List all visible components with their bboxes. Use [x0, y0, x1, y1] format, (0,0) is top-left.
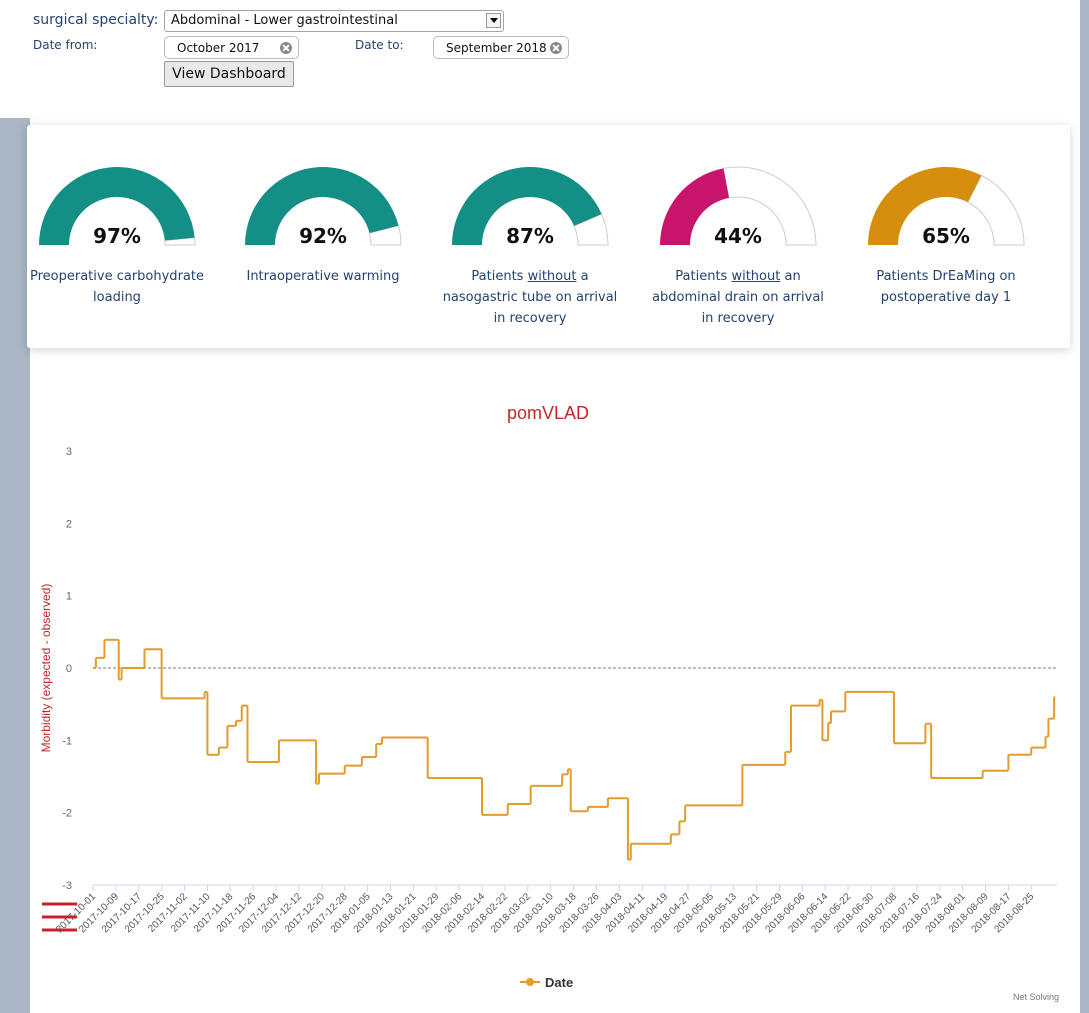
- view-dashboard-button[interactable]: View Dashboard: [164, 61, 294, 87]
- gauge-label-part: Preoperative carbohydrate loading: [30, 269, 204, 305]
- specialty-value: Abdominal - Lower gastrointestinal: [171, 13, 398, 28]
- gauge-track: [722, 166, 817, 246]
- dropdown-arrow: [486, 13, 501, 28]
- gauge-label: Preoperative carbohydrate loading: [27, 266, 207, 308]
- specialty-label: surgical specialty:: [33, 12, 159, 28]
- gauge-label-part: without: [527, 269, 577, 284]
- gauge-arc: [868, 166, 982, 245]
- form-area: [0, 0, 1080, 118]
- gauge-label-part: Intraoperative warming: [246, 269, 400, 284]
- date-to-input[interactable]: September 2018: [433, 36, 569, 59]
- clear-icon[interactable]: [280, 42, 292, 54]
- gauge-arc: [660, 168, 730, 245]
- gauges: 97% 92% 87% 44% 65%: [39, 166, 1025, 248]
- gauge-label-part: without: [731, 269, 781, 284]
- gauge-arc: [452, 167, 602, 245]
- gauge-arc: [244, 166, 399, 245]
- gauge-track: [967, 174, 1025, 246]
- gauge-value: 44%: [714, 224, 762, 248]
- gauge-label-part: Patients: [471, 269, 528, 284]
- clear-icon[interactable]: [550, 42, 562, 54]
- gauge-value: 87%: [506, 224, 554, 248]
- gauge-label-part: a nasogastric tube on arrival in recover…: [442, 269, 618, 326]
- gauge-track: [573, 213, 609, 246]
- gauge-value: 97%: [93, 224, 141, 248]
- gauge-track: [368, 224, 402, 246]
- gauge-value: 92%: [299, 224, 347, 248]
- gauge-label-part: Patients: [675, 269, 732, 284]
- gauge-label: Patients without an abdominal drain on a…: [648, 266, 828, 329]
- gauge-label: Intraoperative warming: [233, 266, 413, 287]
- gauge-track: [164, 237, 196, 246]
- date-to-value: September 2018: [446, 40, 547, 55]
- specialty-select[interactable]: Abdominal - Lower gastrointestinal: [164, 10, 504, 32]
- date-from-label: Date from:: [33, 38, 98, 52]
- gauge-label: Patients DrEaMing on postoperative day 1: [856, 266, 1036, 308]
- gauge-value: 65%: [922, 224, 970, 248]
- gauge-label-part: Patients DrEaMing on postoperative day 1: [876, 269, 1016, 305]
- date-from-value: October 2017: [177, 40, 260, 55]
- date-from-input[interactable]: October 2017: [164, 36, 299, 59]
- gauge-label-part: an abdominal drain on arrival in recover…: [652, 269, 824, 326]
- date-to-label: Date to:: [355, 38, 404, 52]
- gauge-arc: [39, 166, 195, 245]
- gauge-card: 97% 92% 87% 44% 65% Preoperative carbohydrate…: [27, 125, 1070, 348]
- gauge-label: Patients without a nasogastric tube on a…: [440, 266, 620, 329]
